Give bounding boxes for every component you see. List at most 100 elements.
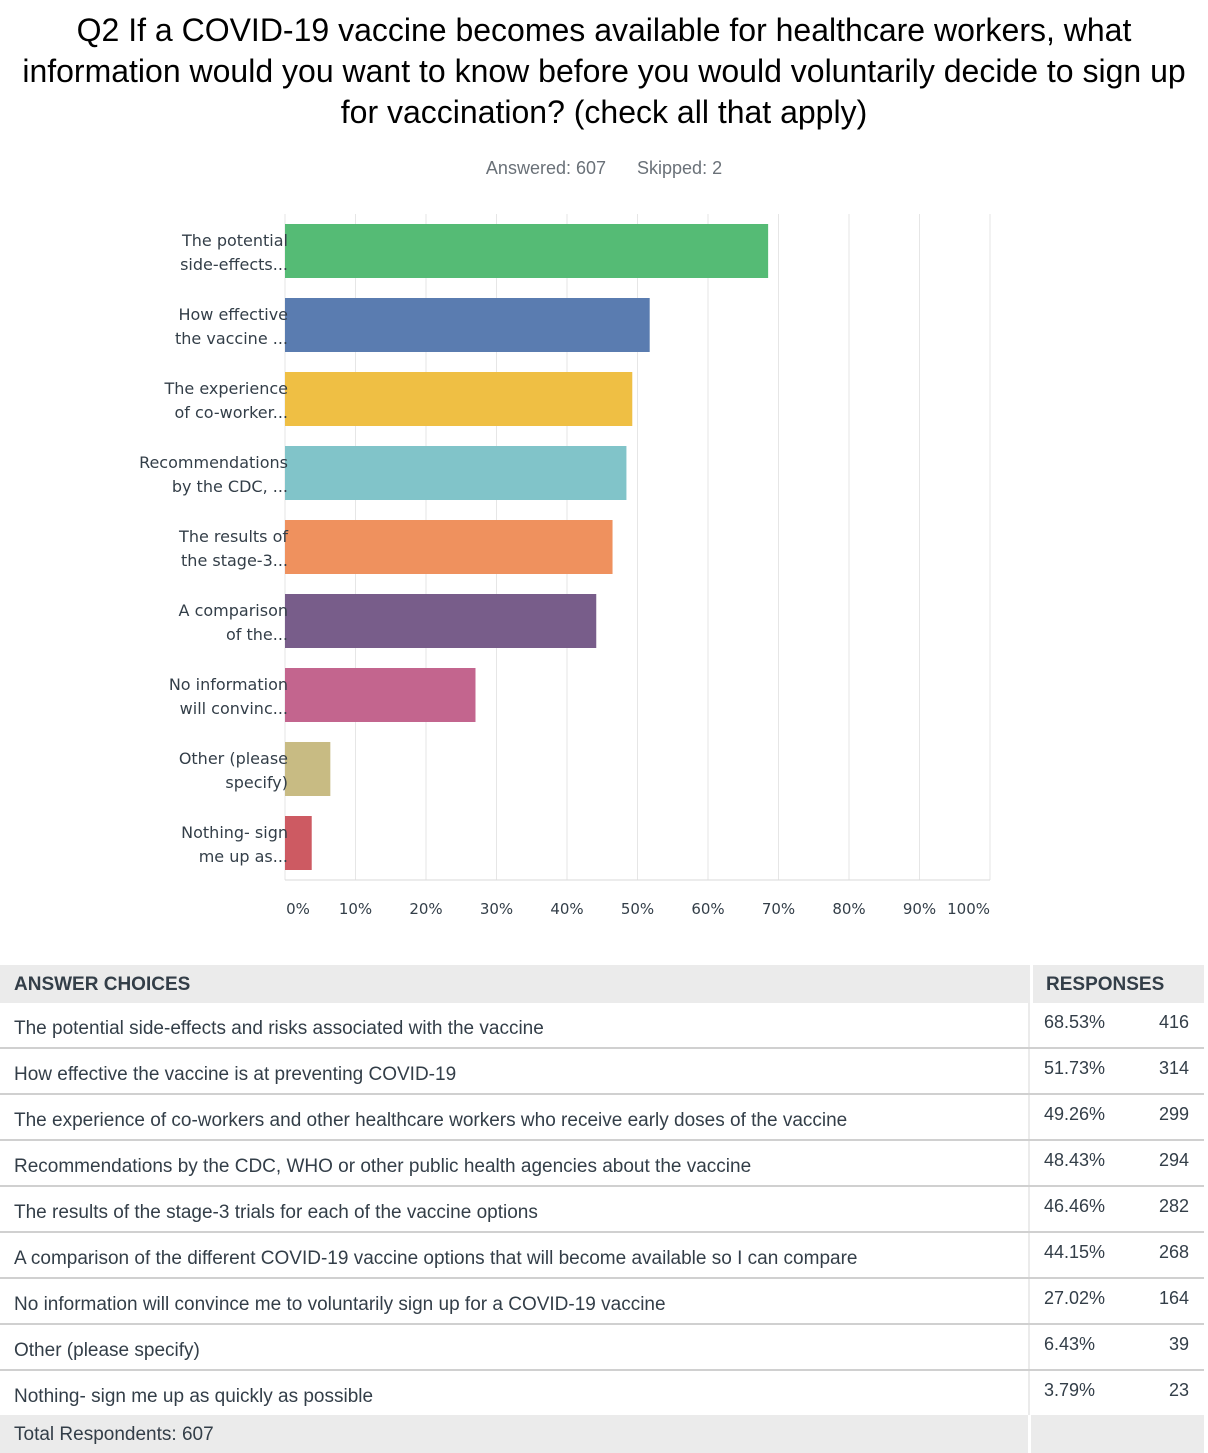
category-label: of the...	[226, 625, 288, 644]
header-responses: RESPONSES	[1046, 974, 1165, 995]
chart-axis-ticks: 0% 10% 20% 30% 40% 50% 60% 70% 80% 90% 100%	[286, 900, 990, 918]
row-divider	[1028, 1325, 1030, 1369]
row-divider	[1028, 1371, 1030, 1415]
row-count: 23	[1168, 1380, 1189, 1400]
question-title: Q2 If a COVID-19 vaccine becomes availab…	[22, 12, 1186, 130]
total-respondents: Total Respondents: 607	[14, 1424, 214, 1445]
category-label: How effective	[178, 305, 288, 324]
row-count: 164	[1158, 1288, 1189, 1308]
row-answer-label: Nothing- sign me up as quickly as possib…	[14, 1386, 374, 1407]
bar-chart: The potential side-effects... How effectiv…	[139, 214, 991, 918]
category-label: of co-worker...	[174, 403, 288, 422]
row-answer-label: Recommendations by the CDC, WHO or other…	[14, 1156, 752, 1177]
row-percent: 6.43%	[1044, 1334, 1096, 1354]
chart-category-labels: The potential side-effects... How effectiv…	[139, 231, 288, 866]
table-row: The results of the stage-3 trials for ea…	[0, 1187, 1204, 1233]
x-tick-label: 50%	[621, 900, 654, 918]
row-percent: 3.79%	[1044, 1380, 1096, 1400]
category-label: the stage-3...	[181, 551, 288, 570]
footer-divider	[1028, 1415, 1031, 1453]
row-count: 268	[1158, 1242, 1189, 1262]
header-responses-cell: RESPONSES	[1030, 965, 1207, 1003]
skipped-count: Skipped: 2	[637, 158, 723, 178]
row-percent: 48.43%	[1044, 1150, 1106, 1170]
x-tick-label: 60%	[691, 900, 724, 918]
row-count: 416	[1158, 1012, 1189, 1032]
bar	[285, 446, 627, 500]
row-divider	[1028, 1095, 1030, 1139]
category-label: Recommendations	[139, 453, 288, 472]
response-stats: Answered: 607 Skipped: 2	[0, 158, 1208, 179]
x-tick-label: 70%	[762, 900, 795, 918]
bar	[285, 668, 476, 722]
x-tick-label: 20%	[409, 900, 442, 918]
category-label: A comparison	[179, 601, 288, 620]
category-label: Other (please	[179, 749, 288, 768]
row-answer-label: No information will convince me to volun…	[14, 1294, 666, 1315]
category-label: The experience	[163, 379, 288, 398]
row-divider	[1028, 1141, 1030, 1185]
header-answer-choices: ANSWER CHOICES	[14, 974, 191, 995]
row-percent: 46.46%	[1044, 1196, 1106, 1216]
row-percent: 68.53%	[1044, 1012, 1106, 1032]
category-label: The results of	[178, 527, 288, 546]
category-label: side-effects...	[180, 255, 288, 274]
row-percent: 44.15%	[1044, 1242, 1106, 1262]
row-answer-label: The potential side-effects and risks ass…	[14, 1018, 544, 1039]
row-count: 294	[1158, 1150, 1189, 1170]
table-header: ANSWER CHOICES RESPONSES	[0, 965, 1204, 1003]
row-count: 39	[1168, 1334, 1189, 1354]
x-tick-label: 10%	[339, 900, 372, 918]
table-row: Recommendations by the CDC, WHO or other…	[0, 1141, 1204, 1187]
row-divider	[1028, 1003, 1030, 1047]
chart-bars	[285, 224, 769, 870]
answered-count: Answered: 607	[485, 158, 606, 178]
table-row: The potential side-effects and risks ass…	[0, 1003, 1204, 1049]
category-label: the vaccine ...	[175, 329, 288, 348]
bar	[285, 298, 650, 352]
category-label: by the CDC, ...	[172, 477, 288, 496]
category-label: The potential	[181, 231, 288, 250]
bar	[285, 372, 633, 426]
row-count: 314	[1158, 1058, 1189, 1078]
category-label: will convinc...	[180, 699, 288, 718]
category-label: No information	[169, 675, 288, 694]
row-answer-label: Other (please specify)	[14, 1340, 200, 1361]
row-divider	[1028, 1187, 1030, 1231]
row-count: 299	[1158, 1104, 1189, 1124]
row-divider	[1028, 1279, 1030, 1323]
category-label: specify)	[225, 773, 288, 792]
row-divider	[1028, 1233, 1030, 1277]
x-tick-label: 90%	[903, 900, 936, 918]
table-row: Other (please specify) 6.43% 39	[0, 1325, 1204, 1371]
x-tick-label: 40%	[550, 900, 583, 918]
category-label: me up as...	[199, 847, 288, 866]
x-tick-label: 0%	[286, 900, 310, 918]
row-answer-label: How effective the vaccine is at preventi…	[14, 1064, 457, 1085]
x-tick-label: 30%	[480, 900, 513, 918]
row-percent: 27.02%	[1044, 1288, 1106, 1308]
row-answer-label: The experience of co-workers and other h…	[14, 1110, 848, 1131]
x-tick-label: 100%	[947, 900, 990, 918]
table-footer: Total Respondents: 607	[0, 1415, 1204, 1453]
table-row: How effective the vaccine is at preventi…	[0, 1049, 1204, 1095]
row-percent: 51.73%	[1044, 1058, 1106, 1078]
table-row: The experience of co-workers and other h…	[0, 1095, 1204, 1141]
table-row: No information will convince me to volun…	[0, 1279, 1204, 1325]
table-row: A comparison of the different COVID-19 v…	[0, 1233, 1204, 1279]
table-row: Nothing- sign me up as quickly as possib…	[0, 1371, 1204, 1415]
bar	[285, 816, 312, 870]
category-label: Nothing- sign	[181, 823, 288, 842]
bar	[285, 742, 331, 796]
row-divider	[1028, 1049, 1030, 1093]
row-answer-label: A comparison of the different COVID-19 v…	[14, 1248, 858, 1269]
row-percent: 49.26%	[1044, 1104, 1106, 1124]
row-count: 282	[1158, 1196, 1189, 1216]
x-tick-label: 80%	[832, 900, 865, 918]
bar	[285, 224, 769, 278]
responses-table: ANSWER CHOICES RESPONSES The potential s…	[0, 965, 1204, 1453]
bar	[285, 520, 613, 574]
row-answer-label: The results of the stage-3 trials for ea…	[14, 1202, 538, 1223]
bar	[285, 594, 597, 648]
table-body: The potential side-effects and risks ass…	[0, 1003, 1204, 1415]
